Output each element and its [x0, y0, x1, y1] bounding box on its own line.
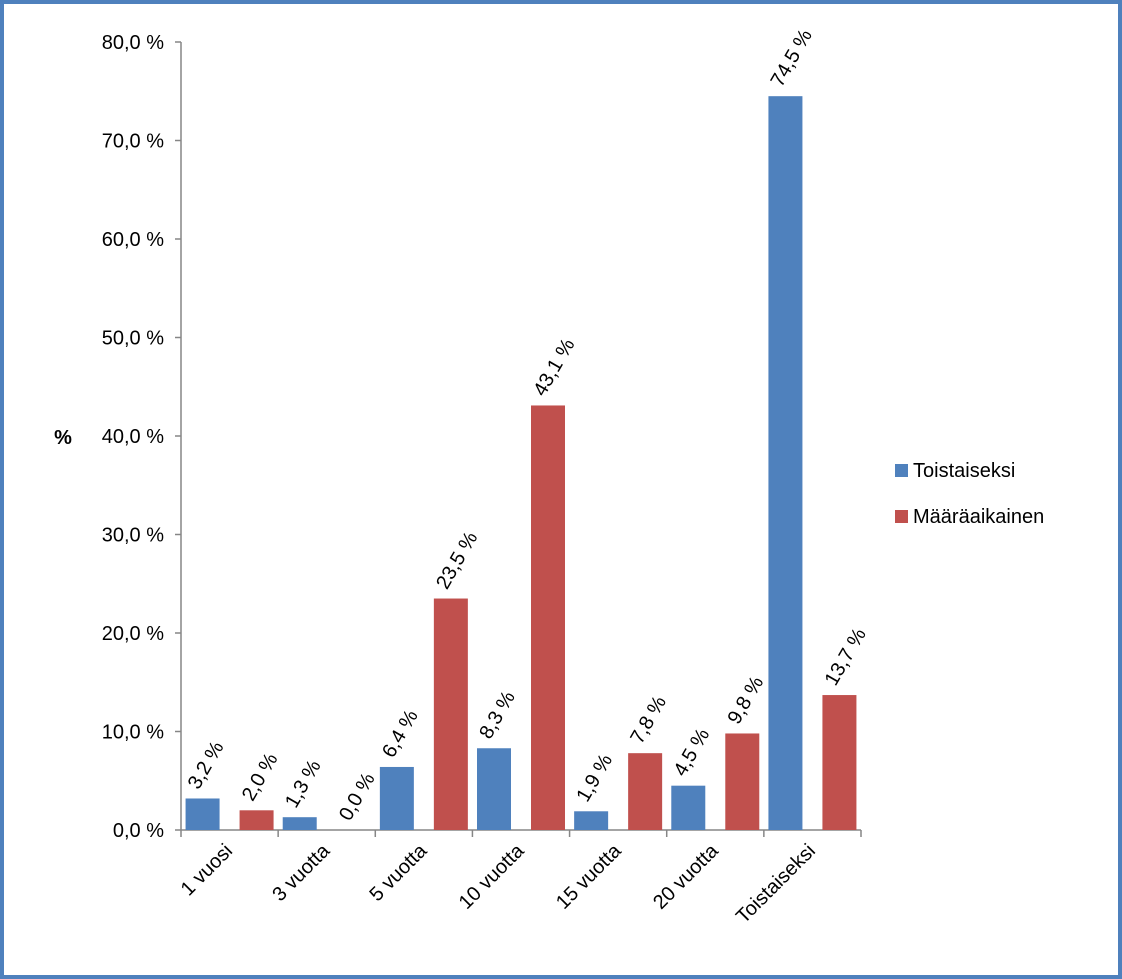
legend-label: Määräaikainen: [913, 506, 1044, 528]
y-tick-label: 80,0 %: [102, 32, 164, 54]
bar: [628, 753, 663, 830]
category-label: 10 vuotta: [455, 839, 529, 913]
y-axis: 0,0 % 10,0 % 20,0 % 30,0 % 40,0 % 50,0 % 60,0 …: [102, 32, 182, 842]
data-label: 4,5 %: [670, 725, 715, 780]
legend-swatch: [895, 464, 908, 477]
bar: [239, 810, 274, 830]
y-tick-label: 20,0 %: [102, 623, 164, 645]
data-label: 2,0 %: [238, 749, 283, 804]
data-label: 1,3 %: [281, 756, 326, 811]
data-label: 8,3 %: [475, 687, 520, 742]
data-label: 74,5 %: [767, 26, 817, 91]
bar: [531, 405, 565, 830]
category-label: 5 vuotta: [366, 839, 432, 905]
bar: [477, 748, 511, 830]
data-label: 1,9 %: [572, 750, 617, 805]
y-tick-label: 60,0 %: [102, 229, 164, 251]
bar: [822, 695, 857, 830]
bar: [671, 785, 706, 830]
bar: [379, 766, 414, 830]
legend-label: Toistaiseksi: [913, 460, 1015, 482]
y-tick-label: 70,0 %: [102, 131, 164, 153]
data-label: 7,8 %: [626, 692, 671, 747]
category-label: 15 vuotta: [552, 839, 626, 913]
bar: [768, 96, 803, 831]
bar: [433, 598, 468, 830]
y-tick-label: 30,0 %: [102, 525, 164, 547]
bar: [725, 733, 760, 830]
x-axis: 1 vuosi 3 vuotta 5 vuotta 10 vuotta 15 vuott…: [177, 829, 862, 928]
y-tick-label: 10,0 %: [102, 722, 164, 744]
bar: [185, 798, 220, 830]
data-label: 23,5 %: [432, 528, 482, 593]
y-tick-label: 0,0 %: [113, 820, 164, 842]
data-label: 0,0 %: [335, 769, 380, 824]
data-label: 9,8 %: [724, 672, 769, 727]
data-labels: 3,2 % 1,3 % 6,4 % 8,3 % 1,9 % 4,5 % 74,5 % 2,0 …: [184, 26, 871, 825]
bar: [574, 811, 609, 830]
y-tick-label: 50,0 %: [102, 328, 164, 350]
data-label: 6,4 %: [378, 706, 423, 761]
category-label: 1 vuosi: [177, 840, 237, 900]
category-label: 3 vuotta: [268, 839, 334, 905]
y-tick-label: 40,0 %: [102, 426, 164, 448]
legend-swatch: [895, 510, 908, 523]
y-axis-title: %: [54, 427, 72, 449]
category-label: Toistaiseksi: [732, 840, 820, 928]
bars: [185, 96, 857, 831]
data-label: 43,1 %: [529, 335, 579, 400]
data-label: 3,2 %: [184, 738, 229, 793]
bar: [282, 817, 317, 830]
category-label: 20 vuotta: [649, 839, 723, 913]
legend: Toistaiseksi Määräaikainen: [895, 460, 1044, 528]
data-label: 13,7 %: [821, 624, 871, 689]
